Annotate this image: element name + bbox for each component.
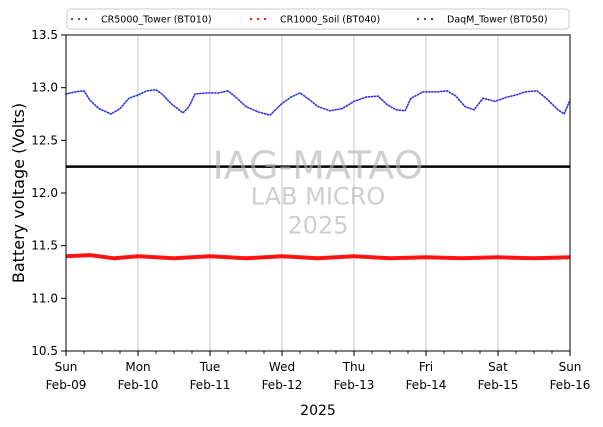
x-tick-day: Sun [559, 360, 582, 374]
legend-marker [263, 17, 267, 21]
legend-marker [84, 17, 88, 21]
legend-marker [77, 17, 81, 21]
x-tick-date: Feb-13 [334, 378, 375, 392]
x-tick-date: Feb-12 [262, 378, 303, 392]
y-tick-label: 10.5 [31, 344, 58, 358]
series-line-cr5000-tower [65, 88, 571, 116]
series-line-cr1000-soil-dots [65, 254, 571, 260]
legend-entry-label: DaqM_Tower (BT050) [447, 15, 548, 26]
watermark: IAG-MATAO LAB MICRO 2025 [212, 144, 423, 240]
x-tick-day: Tue [199, 360, 221, 374]
x-tick-day: Mon [125, 360, 150, 374]
legend-marker [416, 17, 420, 21]
x-tick-date: Feb-15 [478, 378, 519, 392]
legend-marker [256, 17, 260, 21]
y-tick-label: 12.5 [31, 133, 58, 147]
legend-marker [423, 17, 427, 21]
x-tick-date: Feb-09 [46, 378, 87, 392]
y-tick-label: 13.0 [31, 81, 58, 95]
legend-marker [249, 17, 253, 21]
y-tick-label: 11.5 [31, 239, 58, 253]
y-axis-label: Battery voltage (Volts) [9, 103, 28, 283]
y-tick-label: 12.0 [31, 186, 58, 200]
legend-box [66, 8, 570, 30]
x-tick-day: Sat [488, 360, 508, 374]
y-tick-label: 11.0 [31, 291, 58, 305]
series-layer [65, 88, 571, 261]
x-tick-day: Wed [269, 360, 295, 374]
x-tick-date: Feb-10 [118, 378, 159, 392]
x-axis-label: 2025 [300, 403, 336, 419]
x-tick-day: Fri [419, 360, 433, 374]
x-axis: Sun Feb-09 Mon Feb-10 Tue Feb-11 Wed Feb-12 Thu F… [46, 351, 591, 392]
watermark-line-3: 2025 [287, 212, 348, 240]
watermark-line-2: LAB MICRO [251, 183, 386, 211]
x-tick-date: Feb-11 [190, 378, 231, 392]
legend-marker [430, 17, 434, 21]
legend-entry-label: CR5000_Tower (BT010) [101, 15, 212, 26]
legend-entry-label: CR1000_Soil (BT040) [280, 15, 380, 26]
legend: CR5000_Tower (BT010) CR1000_Soil (BT040) D… [66, 8, 570, 30]
y-tick-label: 13.5 [31, 28, 58, 42]
x-tick-date: Feb-14 [406, 378, 447, 392]
x-tick-day: Thu [342, 360, 366, 374]
legend-marker [70, 17, 74, 21]
grid-lines [137, 35, 499, 351]
y-axis: 10.5 11.0 11.5 12.0 12.5 13.0 13.5 [31, 28, 66, 358]
x-tick-date: Feb-16 [550, 378, 591, 392]
x-tick-day: Sun [55, 360, 78, 374]
watermark-line-1: IAG-MATAO [212, 144, 423, 188]
